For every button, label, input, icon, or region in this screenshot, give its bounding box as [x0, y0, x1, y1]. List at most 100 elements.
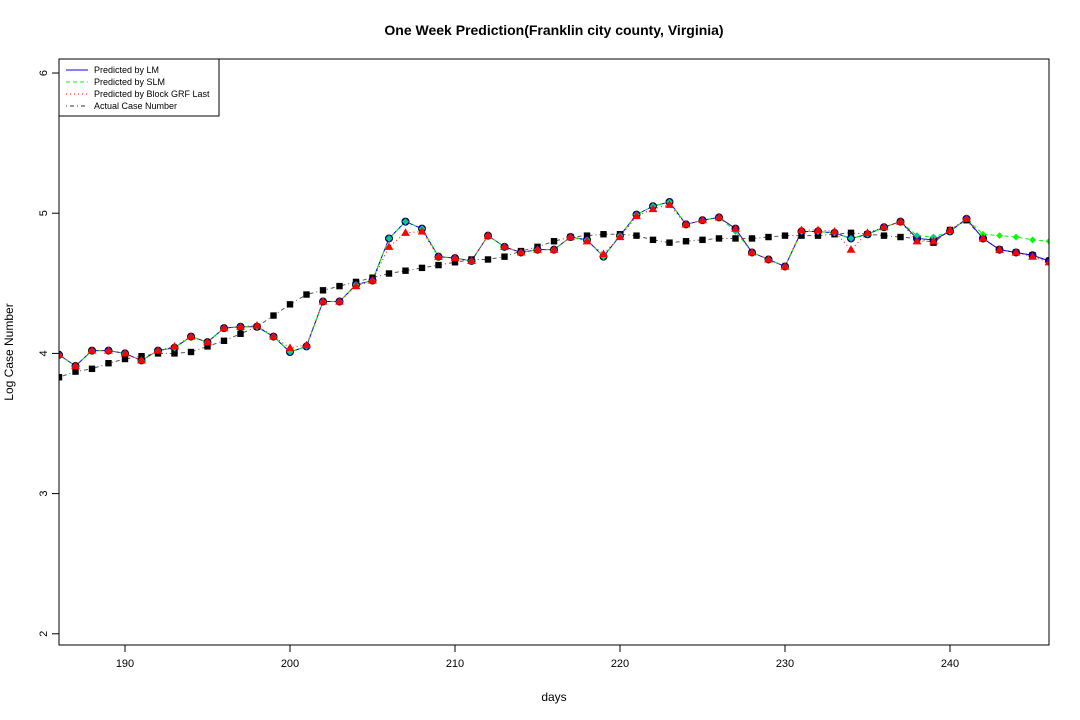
data-point [171, 350, 178, 357]
x-tick-label: 230 [776, 658, 794, 670]
data-point [897, 233, 904, 241]
data-point [880, 232, 888, 239]
data-point [765, 233, 772, 241]
data-point [120, 349, 130, 357]
x-axis-label: days [541, 690, 566, 704]
data-point [401, 228, 410, 236]
data-point [879, 222, 889, 231]
data-point [863, 228, 872, 236]
data-point [550, 238, 558, 245]
legend-entry: Predicted by SLM [94, 77, 165, 87]
data-point [252, 320, 262, 329]
data-point [830, 227, 839, 235]
data-point [88, 365, 96, 373]
data-point [237, 330, 244, 337]
data-point [732, 235, 739, 242]
data-point [648, 204, 658, 213]
data-point [1012, 233, 1020, 241]
data-point [699, 236, 706, 244]
data-point [995, 245, 1004, 253]
data-point [467, 256, 476, 264]
x-tick-label: 210 [446, 658, 464, 670]
data-point [285, 343, 295, 351]
data-point [731, 224, 740, 232]
data-point [929, 236, 938, 245]
data-point [187, 348, 195, 356]
data-point [847, 229, 855, 237]
data-point [764, 255, 773, 263]
data-point [286, 348, 294, 356]
series-layer [59, 197, 1049, 381]
data-point [682, 238, 690, 245]
x-tick-label: 220 [611, 658, 629, 670]
data-point [270, 312, 277, 319]
data-point [698, 215, 707, 224]
y-tick-label: 5 [38, 210, 50, 216]
data-point [1044, 257, 1049, 266]
data-point [303, 291, 310, 298]
data-point [1028, 252, 1037, 260]
data-point [59, 350, 64, 358]
x-tick-label: 190 [116, 658, 134, 670]
x-tick-label: 200 [281, 658, 299, 670]
data-point [1011, 248, 1021, 256]
data-point [335, 297, 344, 305]
data-point [649, 236, 657, 244]
data-point [715, 235, 723, 242]
data-point [402, 218, 409, 226]
data-point [186, 332, 196, 340]
data-point [945, 225, 955, 234]
data-point [417, 227, 427, 235]
data-point [105, 360, 112, 367]
data-point [1029, 236, 1036, 244]
y-tick-label: 3 [38, 491, 50, 497]
data-point [681, 220, 691, 228]
data-point [813, 225, 823, 234]
data-point [170, 341, 179, 350]
data-point [59, 374, 63, 381]
data-point [748, 235, 756, 242]
data-point [1045, 237, 1049, 245]
data-point [434, 252, 443, 260]
data-point [747, 248, 757, 256]
legend-box [58, 58, 220, 117]
data-point [153, 346, 163, 354]
data-point [385, 270, 393, 277]
data-point [137, 356, 146, 364]
data-point [483, 231, 493, 239]
data-point [896, 217, 905, 225]
data-point [962, 214, 971, 222]
data-point [912, 236, 922, 245]
data-point [846, 245, 856, 253]
chart-title: One Week Prediction(Franklin city county… [384, 22, 723, 38]
data-point [847, 235, 855, 242]
data-point [236, 322, 245, 330]
data-point [566, 232, 575, 241]
data-point [71, 361, 80, 370]
data-point [435, 261, 442, 269]
data-point [204, 343, 211, 350]
y-tick-label: 6 [38, 70, 50, 76]
data-point [219, 323, 229, 332]
data-point [87, 346, 97, 354]
data-point [600, 231, 607, 238]
plot-frame [58, 58, 1050, 646]
data-point [781, 232, 789, 239]
data-point [665, 200, 674, 208]
series-markers-2 [59, 200, 1049, 370]
data-point [269, 332, 278, 340]
data-point [351, 281, 361, 290]
data-point [121, 355, 129, 363]
data-point [336, 282, 343, 290]
y-axis-label: Log Case Number [2, 303, 16, 400]
data-point [533, 245, 542, 253]
data-point [402, 267, 409, 274]
data-point [501, 253, 508, 260]
data-point [450, 253, 460, 262]
data-point [286, 301, 294, 308]
x-tick-label: 240 [941, 658, 959, 670]
data-point [302, 340, 311, 349]
data-point [516, 248, 526, 256]
data-point [913, 232, 921, 240]
